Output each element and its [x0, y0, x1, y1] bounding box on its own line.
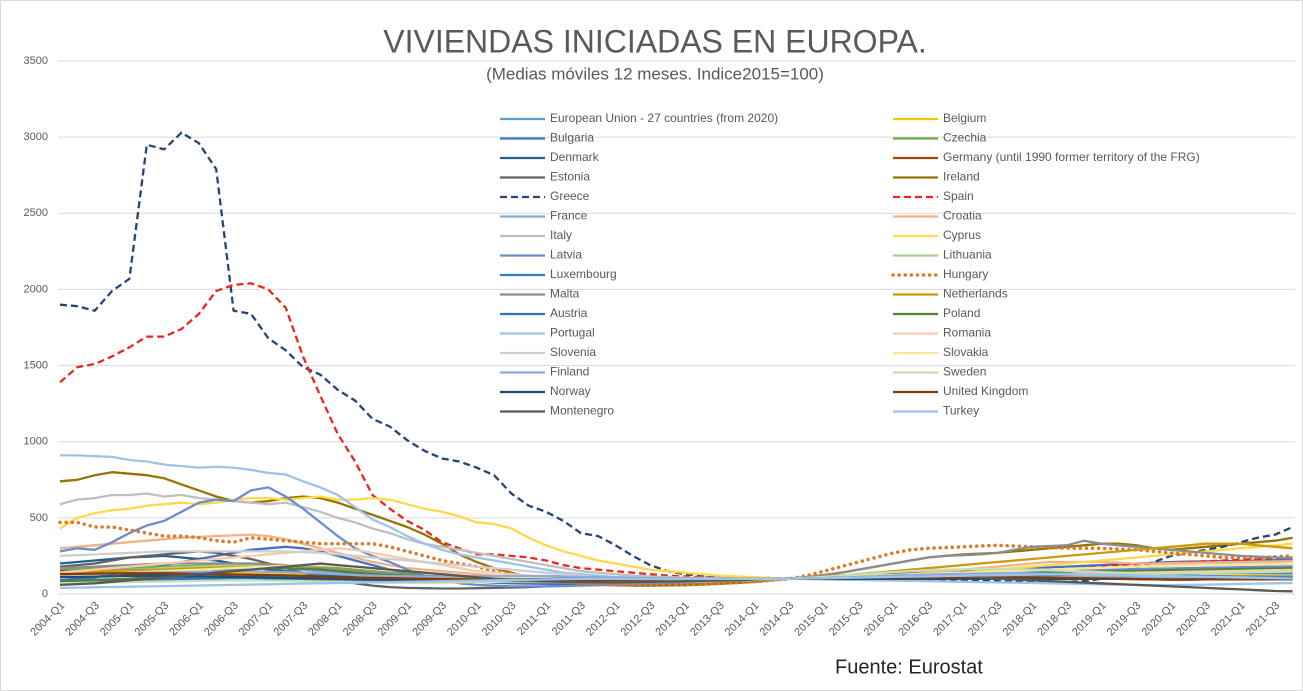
legend-label: European Union - 27 countries (from 2020… [550, 111, 778, 125]
source-note: Fuente: Eurostat [835, 656, 983, 678]
legend-label: Romania [943, 326, 991, 340]
legend-label: Poland [943, 306, 980, 320]
legend-label: Luxembourg [550, 267, 617, 281]
legend-label: Czechia [943, 131, 987, 145]
legend-label: Slovenia [550, 345, 596, 359]
legend-label: Germany (until 1990 former territory of … [943, 150, 1200, 164]
legend-label: Denmark [550, 150, 600, 164]
legend-label: Latvia [550, 248, 582, 262]
legend-label: Slovakia [943, 345, 989, 359]
legend-label: Sweden [943, 365, 986, 379]
y-tick-label: 0 [42, 588, 48, 600]
series-line [59, 562, 1293, 593]
y-tick-label: 500 [30, 512, 48, 524]
chart-subtitle: (Medias móviles 12 meses. Indice2015=100… [486, 64, 824, 83]
legend-label: Malta [550, 287, 580, 301]
y-tick-label: 3000 [24, 131, 48, 143]
legend-label: Finland [550, 365, 589, 379]
legend-label: Cyprus [943, 228, 981, 242]
legend-label: Belgium [943, 111, 986, 125]
series-line [59, 282, 1293, 580]
legend-label: Lithuania [943, 248, 992, 262]
legend-label: Turkey [943, 404, 979, 418]
series-line [58, 520, 1295, 587]
legend-label: Estonia [550, 170, 590, 184]
legend-label: Ireland [943, 170, 980, 184]
chart-title: VIVIENDAS INICIADAS EN EUROPA. [383, 23, 927, 59]
legend-label: Hungary [943, 267, 988, 281]
legend-label: Montenegro [550, 404, 614, 418]
legend-label: United Kingdom [943, 384, 1028, 398]
y-tick-label: 1000 [24, 436, 48, 448]
y-tick-label: 2000 [24, 283, 48, 295]
y-tick-label: 2500 [24, 207, 48, 219]
legend-label: Spain [943, 189, 974, 203]
legend-label: Portugal [550, 326, 595, 340]
y-tick-label: 1500 [24, 359, 48, 371]
series-line [59, 495, 1293, 580]
legend-label: Italy [550, 228, 572, 242]
legend-label: Norway [550, 384, 591, 398]
y-tick-label: 3500 [24, 55, 48, 67]
series-line [59, 573, 1293, 590]
legend-label: Greece [550, 189, 590, 203]
legend-label: Bulgaria [550, 131, 594, 145]
legend-label: Croatia [943, 209, 982, 223]
legend-label: Netherlands [943, 287, 1008, 301]
legend-label: France [550, 209, 588, 223]
legend-label: Austria [550, 306, 588, 320]
